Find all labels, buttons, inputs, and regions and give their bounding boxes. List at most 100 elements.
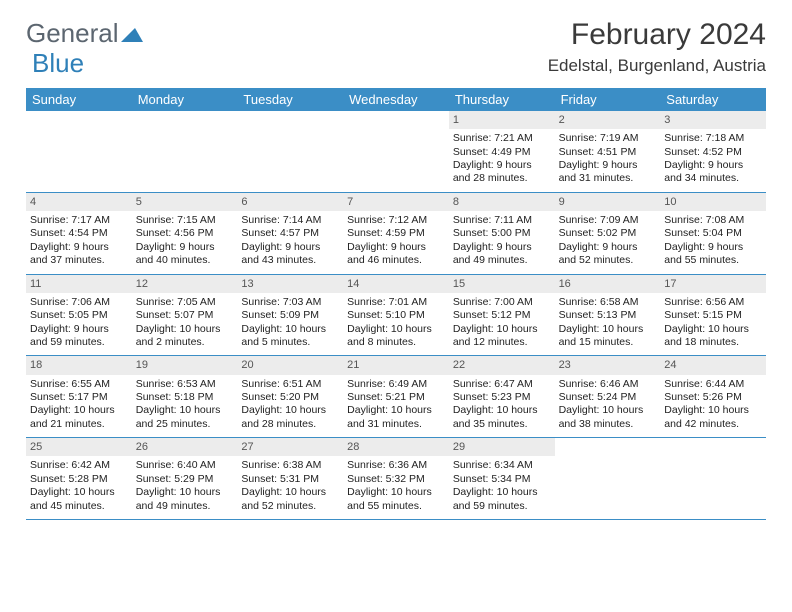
- day-number: 20: [237, 356, 343, 374]
- day-detail: Sunrise: 7:11 AMSunset: 5:00 PMDaylight:…: [453, 214, 551, 268]
- day-detail: Sunrise: 7:15 AMSunset: 4:56 PMDaylight:…: [136, 214, 234, 268]
- day-number: 28: [343, 438, 449, 456]
- day-cell: 29Sunrise: 6:34 AMSunset: 5:34 PMDayligh…: [449, 438, 555, 519]
- day-cell: 19Sunrise: 6:53 AMSunset: 5:18 PMDayligh…: [132, 356, 238, 437]
- day-cell: 3Sunrise: 7:18 AMSunset: 4:52 PMDaylight…: [660, 111, 766, 192]
- day-header: Friday: [555, 88, 661, 111]
- day-detail: Sunrise: 6:40 AMSunset: 5:29 PMDaylight:…: [136, 459, 234, 513]
- month-title: February 2024: [548, 18, 766, 52]
- day-cell: 13 Sunrise: 7:03 AMSunset: 5:09 PMDayligh…: [237, 275, 343, 356]
- week-row: 1 Sunrise: 7:21 AMSunset: 4:49 PMDaylight…: [26, 111, 766, 193]
- day-cell: [26, 111, 132, 192]
- day-cell: [555, 438, 661, 519]
- day-detail: Sunrise: 6:34 AMSunset: 5:34 PMDaylight:…: [453, 459, 551, 513]
- day-cell: [237, 111, 343, 192]
- day-detail: Sunrise: 7:08 AMSunset: 5:04 PMDaylight:…: [664, 214, 762, 268]
- day-number: 15: [449, 275, 555, 293]
- day-cell: 18 Sunrise: 6:55 AMSunset: 5:17 PMDayligh…: [26, 356, 132, 437]
- day-number: 10: [660, 193, 766, 211]
- day-header: Tuesday: [237, 88, 343, 111]
- day-cell: 16 Sunrise: 6:58 AMSunset: 5:13 PMDayligh…: [555, 275, 661, 356]
- day-header: Saturday: [660, 88, 766, 111]
- day-header: Thursday: [449, 88, 555, 111]
- day-number: 16: [555, 275, 661, 293]
- day-detail: Sunrise: 6:53 AMSunset: 5:18 PMDaylight:…: [136, 378, 234, 432]
- day-detail: Sunrise: 7:06 AMSunset: 5:05 PMDaylight:…: [30, 296, 128, 350]
- day-detail: Sunrise: 6:47 AMSunset: 5:23 PMDaylight:…: [453, 378, 551, 432]
- day-cell: 2 Sunrise: 7:19 AMSunset: 4:51 PMDaylight…: [555, 111, 661, 192]
- day-detail: Sunrise: 7:19 AMSunset: 4:51 PMDaylight:…: [559, 132, 657, 186]
- day-detail: Sunrise: 6:56 AMSunset: 5:15 PMDaylight:…: [664, 296, 762, 350]
- day-cell: 14 Sunrise: 7:01 AMSunset: 5:10 PMDayligh…: [343, 275, 449, 356]
- day-number: 5: [132, 193, 238, 211]
- day-number: 7: [343, 193, 449, 211]
- day-cell: 27 Sunrise: 6:38 AMSunset: 5:31 PMDayligh…: [237, 438, 343, 519]
- day-cell: 6 Sunrise: 7:14 AMSunset: 4:57 PMDaylight…: [237, 193, 343, 274]
- logo-triangle-icon: [121, 18, 143, 49]
- day-cell: 28 Sunrise: 6:36 AMSunset: 5:32 PMDayligh…: [343, 438, 449, 519]
- day-number: 13: [237, 275, 343, 293]
- location: Edelstal, Burgenland, Austria: [548, 56, 766, 76]
- logo: General: [26, 18, 143, 49]
- logo-text-blue: Blue: [32, 48, 84, 79]
- day-detail: Sunrise: 7:17 AMSunset: 4:54 PMDaylight:…: [30, 214, 128, 268]
- calendar: Sunday Monday Tuesday Wednesday Thursday…: [26, 88, 766, 520]
- day-cell: 10 Sunrise: 7:08 AMSunset: 5:04 PMDayligh…: [660, 193, 766, 274]
- weeks-container: 1 Sunrise: 7:21 AMSunset: 4:49 PMDaylight…: [26, 111, 766, 520]
- day-number: 17: [660, 275, 766, 293]
- day-number: 8: [449, 193, 555, 211]
- day-number: 26: [132, 438, 238, 456]
- day-cell: 24Sunrise: 6:44 AMSunset: 5:26 PMDayligh…: [660, 356, 766, 437]
- day-header: Monday: [132, 88, 238, 111]
- day-detail: Sunrise: 6:55 AMSunset: 5:17 PMDaylight:…: [30, 378, 128, 432]
- day-cell: [343, 111, 449, 192]
- day-header-row: Sunday Monday Tuesday Wednesday Thursday…: [26, 88, 766, 111]
- week-row: 25Sunrise: 6:42 AMSunset: 5:28 PMDayligh…: [26, 438, 766, 520]
- week-row: 18 Sunrise: 6:55 AMSunset: 5:17 PMDayligh…: [26, 356, 766, 438]
- day-number: 2: [555, 111, 661, 129]
- day-cell: 26 Sunrise: 6:40 AMSunset: 5:29 PMDayligh…: [132, 438, 238, 519]
- day-cell: 11 Sunrise: 7:06 AMSunset: 5:05 PMDayligh…: [26, 275, 132, 356]
- day-number: 22: [449, 356, 555, 374]
- day-detail: Sunrise: 7:05 AMSunset: 5:07 PMDaylight:…: [136, 296, 234, 350]
- day-number: 12: [132, 275, 238, 293]
- day-detail: Sunrise: 6:42 AMSunset: 5:28 PMDaylight:…: [30, 459, 128, 513]
- day-detail: Sunrise: 7:00 AMSunset: 5:12 PMDaylight:…: [453, 296, 551, 350]
- day-number: 18: [26, 356, 132, 374]
- day-detail: Sunrise: 6:38 AMSunset: 5:31 PMDaylight:…: [241, 459, 339, 513]
- day-number: 3: [660, 111, 766, 129]
- day-number: 21: [343, 356, 449, 374]
- day-number: 27: [237, 438, 343, 456]
- day-cell: 8 Sunrise: 7:11 AMSunset: 5:00 PMDaylight…: [449, 193, 555, 274]
- title-block: February 2024 Edelstal, Burgenland, Aust…: [548, 18, 766, 76]
- day-cell: 21Sunrise: 6:49 AMSunset: 5:21 PMDayligh…: [343, 356, 449, 437]
- day-cell: 4 Sunrise: 7:17 AMSunset: 4:54 PMDaylight…: [26, 193, 132, 274]
- day-cell: 15 Sunrise: 7:00 AMSunset: 5:12 PMDayligh…: [449, 275, 555, 356]
- week-row: 4 Sunrise: 7:17 AMSunset: 4:54 PMDaylight…: [26, 193, 766, 275]
- day-number: 23: [555, 356, 661, 374]
- day-number: 14: [343, 275, 449, 293]
- day-cell: [132, 111, 238, 192]
- day-number: 9: [555, 193, 661, 211]
- day-cell: 5 Sunrise: 7:15 AMSunset: 4:56 PMDaylight…: [132, 193, 238, 274]
- day-number: 6: [237, 193, 343, 211]
- day-cell: 1 Sunrise: 7:21 AMSunset: 4:49 PMDaylight…: [449, 111, 555, 192]
- day-number: 11: [26, 275, 132, 293]
- day-detail: Sunrise: 7:03 AMSunset: 5:09 PMDaylight:…: [241, 296, 339, 350]
- logo-text-general: General: [26, 18, 119, 49]
- day-cell: 22 Sunrise: 6:47 AMSunset: 5:23 PMDayligh…: [449, 356, 555, 437]
- day-detail: Sunrise: 7:14 AMSunset: 4:57 PMDaylight:…: [241, 214, 339, 268]
- day-number: 4: [26, 193, 132, 211]
- day-detail: Sunrise: 6:46 AMSunset: 5:24 PMDaylight:…: [559, 378, 657, 432]
- day-cell: 12 Sunrise: 7:05 AMSunset: 5:07 PMDayligh…: [132, 275, 238, 356]
- day-number: 24: [660, 356, 766, 374]
- header: General February 2024 Edelstal, Burgenla…: [0, 0, 792, 80]
- day-detail: Sunrise: 6:51 AMSunset: 5:20 PMDaylight:…: [241, 378, 339, 432]
- day-cell: 7Sunrise: 7:12 AMSunset: 4:59 PMDaylight…: [343, 193, 449, 274]
- day-cell: 25Sunrise: 6:42 AMSunset: 5:28 PMDayligh…: [26, 438, 132, 519]
- day-number: 1: [449, 111, 555, 129]
- day-detail: Sunrise: 6:58 AMSunset: 5:13 PMDaylight:…: [559, 296, 657, 350]
- day-detail: Sunrise: 7:01 AMSunset: 5:10 PMDaylight:…: [347, 296, 445, 350]
- day-detail: Sunrise: 6:36 AMSunset: 5:32 PMDaylight:…: [347, 459, 445, 513]
- day-detail: Sunrise: 7:21 AMSunset: 4:49 PMDaylight:…: [453, 132, 551, 186]
